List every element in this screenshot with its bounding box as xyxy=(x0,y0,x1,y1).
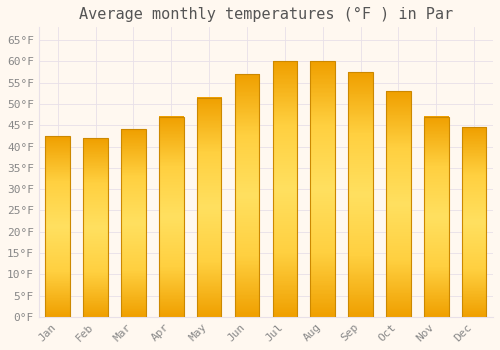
Title: Average monthly temperatures (°F ) in Par: Average monthly temperatures (°F ) in Pa… xyxy=(79,7,453,22)
Bar xyxy=(197,98,222,317)
Bar xyxy=(272,61,297,317)
Bar xyxy=(348,72,373,317)
Bar xyxy=(234,74,260,317)
Bar xyxy=(159,117,184,317)
Bar xyxy=(121,130,146,317)
Bar xyxy=(84,138,108,317)
Bar xyxy=(386,91,410,317)
Bar xyxy=(310,61,335,317)
Bar xyxy=(46,136,70,317)
Bar xyxy=(424,117,448,317)
Bar xyxy=(462,127,486,317)
